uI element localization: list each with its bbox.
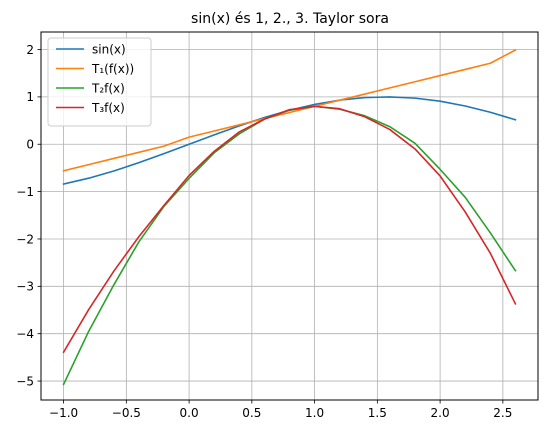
series-layer [62,48,517,386]
y-tick-label: 2 [26,43,34,57]
y-tick-label: −2 [16,232,34,246]
legend-label: T₁(f(x)) [91,62,134,76]
axis-ticks: −1.0 −0.5 0.0 0.5 1.0 1.5 2.0 2.5 −5 −4 −3 −2 −1 0 1 2 [16,43,512,420]
x-tick-label: 1.5 [368,406,387,420]
series-line-2 [62,48,517,172]
chart-title: sin(x) és 1, 2., 3. Taylor sora [191,11,389,27]
x-tick-label: −1.0 [49,406,78,420]
y-tick-label: −1 [16,185,34,199]
legend-label: T₃f(x) [91,101,125,115]
legend-label: sin(x) [92,42,126,56]
legend-label: T₂f(x) [91,81,125,95]
x-tick-label: 0.5 [242,406,261,420]
legend-box [47,37,152,127]
y-tick-label: 1 [26,90,34,104]
x-tick-label: −0.5 [112,406,141,420]
y-tick-label: −3 [16,280,34,294]
y-tick-label: −5 [16,374,34,388]
y-tick-label: −4 [16,327,34,341]
y-tick-label: 0 [26,138,34,152]
x-tick-label: 2.0 [431,406,450,420]
plot-frame [40,31,539,401]
x-tick-label: 1.0 [305,406,324,420]
legend: sin(x) T₁(f(x)) T₂f(x) T₃f(x) [47,37,152,127]
x-tick-label: 2.5 [493,406,512,420]
series-line-4 [62,105,517,354]
x-tick-label: 0.0 [180,406,199,420]
grid [41,32,538,400]
